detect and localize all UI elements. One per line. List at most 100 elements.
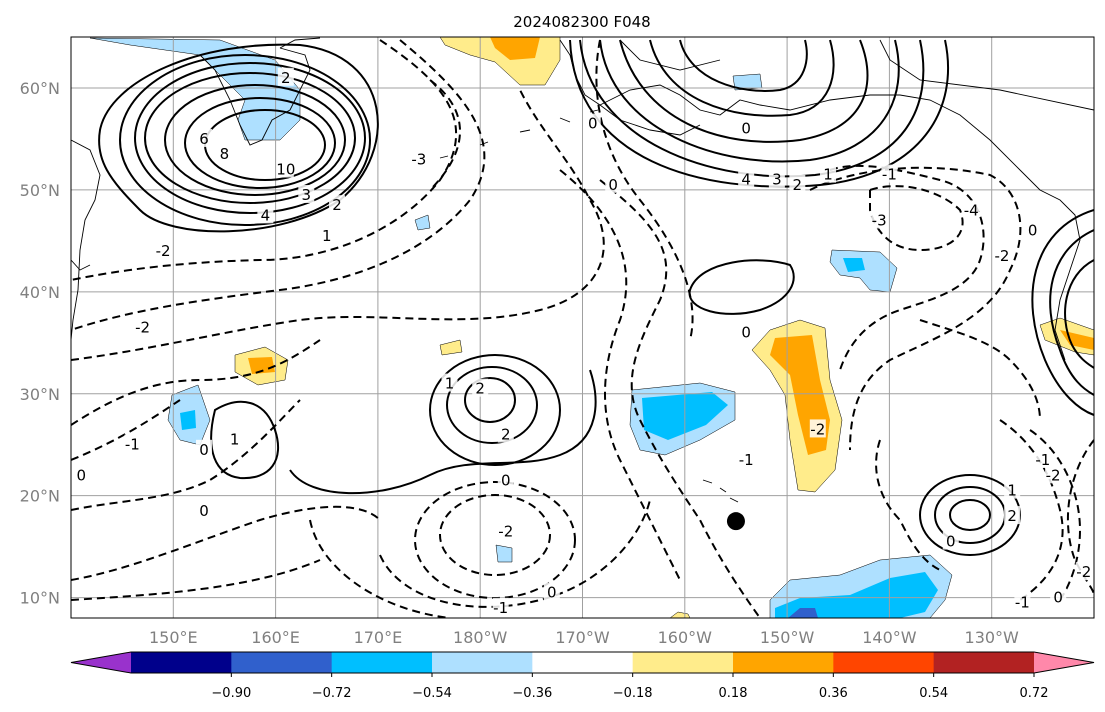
contour-label: 1 — [322, 227, 332, 245]
contour-label-bg — [881, 164, 898, 183]
contour-label-bg — [871, 210, 888, 229]
contour-label: 0 — [76, 466, 86, 484]
lat-tick-label: 60°N — [20, 79, 60, 98]
coastline — [559, 39, 1081, 361]
contour-label: -4 — [964, 201, 979, 219]
coastline — [702, 479, 739, 503]
contour-label-bg — [318, 225, 335, 244]
contour-line — [809, 166, 1022, 451]
contour-label-bg — [738, 450, 755, 469]
contour-label: -2 — [994, 247, 1009, 265]
contour-line — [464, 377, 516, 423]
contour-label: 0 — [501, 471, 511, 489]
contour-label-bg — [277, 159, 294, 178]
contour-label: 1 — [823, 166, 833, 184]
contour-label-bg — [155, 241, 172, 260]
lat-tick-label: 40°N — [20, 283, 60, 302]
contour-label: 2 — [332, 196, 342, 214]
colorbar-tick-label: −0.54 — [412, 686, 452, 701]
contour-label-bg — [789, 174, 806, 193]
contour-label: 3 — [772, 171, 782, 189]
colorbar-tick-label: −0.36 — [512, 686, 552, 701]
lon-tick-label: 180°W — [453, 628, 508, 647]
colorbar-segment — [833, 652, 935, 673]
contour-label-bg — [410, 149, 427, 168]
contour-label: -1 — [1035, 451, 1050, 469]
contour-label-bg — [1045, 465, 1062, 484]
colorbar-segment — [532, 652, 634, 673]
contour-line — [134, 62, 366, 214]
contour-line — [164, 84, 346, 196]
shade-region — [414, 214, 431, 231]
lon-tick-label: 140°W — [862, 628, 917, 647]
contour-label-bg — [73, 465, 90, 484]
contour-label: -1 — [739, 451, 754, 469]
contour-label-bg — [963, 200, 980, 219]
colorbar: −0.90 −0.72 −0.54 −0.36 −0.18 0.18 0.36 0.54 0.7… — [70, 651, 1095, 701]
contour-label-bg — [543, 582, 560, 601]
contour-label: 0 — [1053, 589, 1063, 607]
contour-line — [649, 39, 835, 117]
colorbar-tick-label: −0.90 — [211, 686, 251, 701]
contour-label-bg — [738, 169, 755, 188]
contour-label: 3 — [302, 186, 312, 204]
contour-line — [71, 339, 321, 426]
contour-label: 10 — [276, 161, 295, 179]
contour-label: 0 — [1028, 222, 1038, 240]
contour-label: -1 — [882, 166, 897, 184]
contour-label: 1 — [230, 431, 240, 449]
contour-label-bg — [768, 169, 785, 188]
contour-label-bg — [441, 373, 458, 392]
colorbar-segment — [933, 652, 1035, 673]
shade-region — [788, 608, 818, 618]
contour-label: 0 — [741, 120, 751, 138]
contour-line — [869, 185, 964, 252]
contour-label-bg — [497, 424, 514, 443]
shade-region — [495, 544, 513, 563]
contour-label-bg — [257, 205, 274, 224]
contour-line — [210, 400, 280, 480]
contour-label: 0 — [199, 441, 209, 459]
contour-label: -2 — [498, 522, 513, 540]
lon-tick-label: 150°E — [149, 628, 198, 647]
contour-label: 1 — [1007, 482, 1017, 500]
contour-label: -3 — [872, 211, 887, 229]
contour-label: -3 — [411, 150, 426, 168]
contour-line — [1064, 259, 1094, 369]
contour-label: 2 — [475, 380, 485, 398]
contour-label-bg — [195, 128, 212, 147]
contour-line — [144, 72, 356, 204]
contour-line — [71, 559, 321, 601]
contour-label-bg — [195, 500, 212, 519]
contour-line — [1066, 439, 1094, 596]
lat-tick-label: 50°N — [20, 181, 60, 200]
contour-label: 8 — [220, 145, 230, 163]
contour-line — [71, 505, 381, 581]
contour-label-bg — [820, 164, 837, 183]
shade-region — [775, 572, 938, 618]
contour-line — [429, 354, 561, 466]
contour-label-bg — [226, 429, 243, 448]
contour-line — [679, 39, 808, 92]
contour-label: 4 — [261, 206, 271, 224]
colorbar-segment — [632, 652, 734, 673]
contour-label: -2 — [1046, 466, 1061, 484]
contour-line — [119, 54, 371, 226]
contour-line — [184, 97, 336, 189]
colorbar-tick-label: 0.36 — [819, 686, 848, 701]
lon-tick-label: 170°E — [354, 628, 403, 647]
shade-region — [180, 410, 196, 430]
lat-tick-label: 30°N — [20, 385, 60, 404]
contour-label: 6 — [199, 130, 209, 148]
contour-line — [71, 399, 181, 461]
shade-region — [439, 339, 463, 356]
lat-tick-label: 20°N — [20, 487, 60, 506]
coastline — [71, 139, 101, 341]
colorbar-outline — [70, 651, 1095, 674]
contour-line — [1031, 209, 1094, 416]
contour-line — [599, 179, 761, 618]
contour-label-bg — [328, 195, 345, 214]
contour-line — [71, 39, 486, 331]
contour-label: -2 — [810, 420, 825, 438]
coastline — [439, 109, 599, 159]
